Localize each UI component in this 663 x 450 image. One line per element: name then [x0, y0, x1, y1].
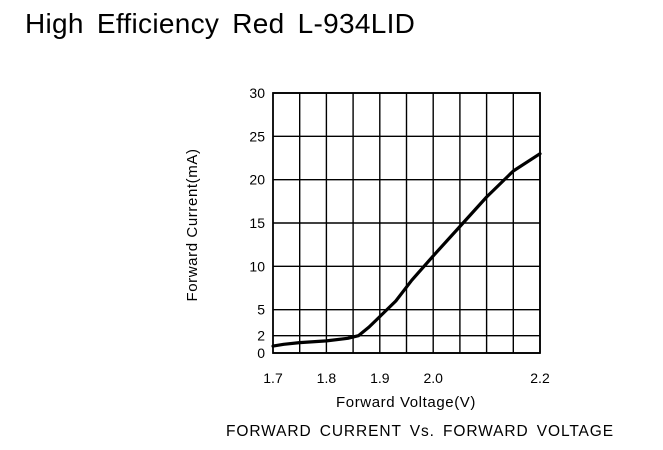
x-tick-label: 1.7	[263, 370, 283, 386]
page-title: High Efficiency Red L-934LID	[25, 8, 416, 39]
x-tick-label: 1.8	[317, 370, 337, 386]
y-tick-label: 2	[257, 328, 265, 344]
plot-frame	[272, 92, 541, 354]
y-tick-label: 5	[257, 302, 265, 318]
grid-layer	[272, 92, 541, 354]
forward-current-series-line	[271, 152, 542, 348]
y-tick-label: 25	[249, 128, 265, 144]
y-tick-label: 30	[249, 85, 265, 101]
y-tick-label: 0	[257, 345, 265, 361]
y-tick-label: 10	[249, 258, 265, 274]
y-tick-label: 15	[249, 215, 265, 231]
y-axis-label: Forward Current(mA)	[184, 148, 201, 301]
chart-caption: FORWARD CURRENT Vs. FORWARD VOLTAGE	[226, 423, 614, 440]
y-tick-label: 20	[249, 172, 265, 188]
x-tick-label: 2.2	[530, 370, 550, 386]
x-tick-label: 1.9	[370, 370, 390, 386]
series-layer	[271, 152, 542, 348]
x-tick-label: 2.0	[423, 370, 443, 386]
x-axis-label: Forward Voltage(V)	[336, 394, 476, 411]
